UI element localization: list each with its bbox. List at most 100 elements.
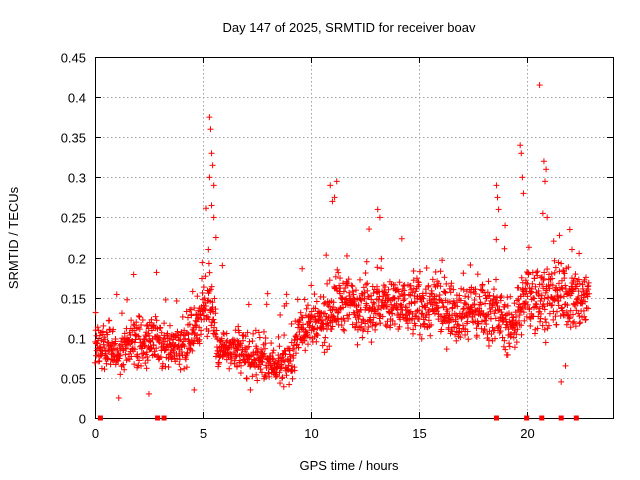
zero-value-marker — [539, 415, 545, 421]
zero-value-marker — [161, 415, 167, 421]
data-point — [369, 322, 376, 329]
data-point — [204, 333, 211, 340]
data-point — [398, 291, 405, 298]
data-point — [165, 364, 172, 371]
data-point — [445, 324, 452, 331]
data-point — [193, 318, 200, 325]
data-point — [288, 320, 295, 327]
data-point — [247, 386, 254, 393]
data-point — [334, 309, 341, 316]
data-point — [326, 277, 333, 284]
data-point — [301, 296, 308, 303]
data-point — [342, 284, 349, 291]
data-point — [150, 341, 157, 348]
data-point — [495, 206, 502, 213]
data-point — [101, 344, 108, 351]
data-point — [585, 305, 592, 312]
data-point — [501, 301, 508, 308]
data-point — [270, 356, 277, 363]
data-point — [582, 316, 589, 323]
data-point — [543, 319, 550, 326]
data-point — [520, 309, 527, 316]
data-point — [350, 291, 357, 298]
data-point — [166, 322, 173, 329]
data-point — [272, 371, 279, 378]
data-point — [483, 321, 490, 328]
data-point — [181, 365, 188, 372]
data-point — [400, 282, 407, 289]
data-point — [494, 194, 501, 201]
data-point — [426, 311, 433, 318]
data-point — [186, 345, 193, 352]
data-point — [269, 355, 276, 362]
data-point — [211, 295, 218, 302]
data-point — [529, 280, 536, 287]
data-point — [200, 284, 207, 291]
data-point — [513, 331, 520, 338]
data-point — [365, 324, 372, 331]
data-point — [144, 357, 151, 364]
data-point — [413, 313, 420, 320]
data-point — [201, 305, 208, 312]
data-point — [237, 370, 244, 377]
data-point — [395, 288, 402, 295]
data-point — [460, 306, 467, 313]
data-point — [562, 362, 569, 369]
data-point — [502, 316, 509, 323]
data-point — [191, 386, 198, 393]
zero-value-marker — [524, 415, 530, 421]
data-point — [273, 373, 280, 380]
data-point — [346, 289, 353, 296]
data-point — [231, 357, 238, 364]
data-point — [330, 299, 337, 306]
data-point — [264, 290, 271, 297]
data-point — [122, 351, 129, 358]
data-point — [183, 308, 190, 315]
data-point — [157, 324, 164, 331]
grid-lines — [95, 57, 613, 418]
data-point — [553, 308, 560, 315]
data-point — [340, 315, 347, 322]
data-point — [328, 326, 335, 333]
data-point — [357, 296, 364, 303]
data-point — [257, 366, 264, 373]
data-point — [409, 310, 416, 317]
data-point — [482, 317, 489, 324]
data-point — [322, 334, 329, 341]
data-point — [540, 158, 547, 165]
data-point — [432, 268, 439, 275]
data-point — [405, 325, 412, 332]
data-point — [552, 264, 559, 271]
data-point — [578, 297, 585, 304]
data-point — [410, 268, 417, 275]
data-point — [286, 381, 293, 388]
data-point — [486, 292, 493, 299]
data-point — [136, 357, 143, 364]
data-point — [541, 269, 548, 276]
data-point — [549, 275, 556, 282]
data-point — [555, 302, 562, 309]
data-point — [139, 317, 146, 324]
data-point — [283, 300, 290, 307]
data-point — [188, 312, 195, 319]
data-point — [173, 297, 180, 304]
data-point — [411, 299, 418, 306]
data-point — [573, 283, 580, 290]
data-point — [124, 296, 131, 303]
data-point — [513, 339, 520, 346]
zero-value-marker — [97, 415, 103, 421]
data-point — [370, 290, 377, 297]
data-point — [409, 289, 416, 296]
data-point — [540, 285, 547, 292]
y-tick-label: 0.15 — [61, 292, 86, 307]
data-point — [541, 295, 548, 302]
x-tick-label: 20 — [520, 426, 534, 441]
data-point — [152, 313, 159, 320]
data-point — [206, 174, 213, 181]
data-point — [148, 316, 155, 323]
data-point — [435, 280, 442, 287]
data-point — [493, 182, 500, 189]
data-point — [302, 347, 309, 354]
data-point — [384, 291, 391, 298]
